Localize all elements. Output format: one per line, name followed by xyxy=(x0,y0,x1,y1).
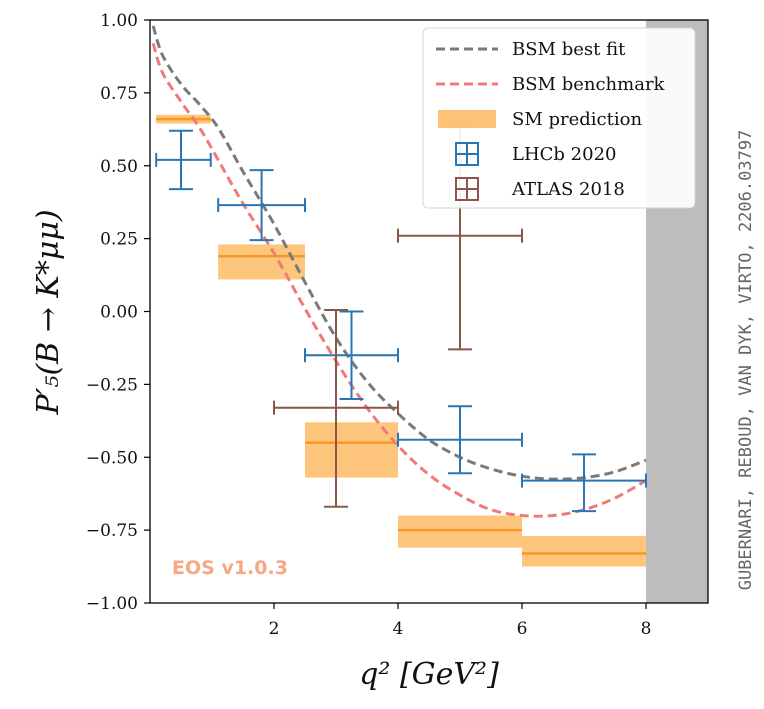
lhcb-2020-point-1 xyxy=(217,169,306,242)
legend-swatch-atlas-2018 xyxy=(455,177,479,201)
sm-band-4 xyxy=(522,535,646,567)
sm-band-2 xyxy=(305,422,398,478)
legend-entry-atlas-2018: ATLAS 2018 xyxy=(455,177,625,201)
y-tick-label-0: 1.00 xyxy=(100,11,138,31)
legend-entry-sm-prediction: SM prediction xyxy=(438,109,642,130)
y-tick-label-4: 0.00 xyxy=(100,303,138,323)
y-tick-label-5: −0.25 xyxy=(86,375,138,395)
legend-box xyxy=(422,27,696,209)
y-tick-label-3: 0.25 xyxy=(100,230,138,250)
y-tick-label-1: 0.75 xyxy=(100,84,138,104)
y-tick-label-2: 0.50 xyxy=(100,157,138,177)
x-tick-label-6: 6 xyxy=(517,619,528,639)
lhcb-2020-point-2 xyxy=(304,310,399,400)
legend: BSM best fit BSM benchmark SM prediction LH… xyxy=(422,27,696,209)
lhcb-2020-point-3 xyxy=(397,405,523,475)
lhcb-2020-point-0 xyxy=(155,129,212,191)
x-axis-title: q² [GeV²] xyxy=(359,657,499,692)
measurement-errorbars xyxy=(155,119,647,513)
legend-swatch-sm-prediction xyxy=(438,110,496,128)
y-tick-label-8: −1.00 xyxy=(86,594,138,614)
author-credit: GUBERNARI, REBOUD, VAN DYK, VIRTO, 2206.… xyxy=(736,130,756,591)
sm-band-3 xyxy=(398,515,522,548)
y-axis-ticks: 1.00 0.75 0.50 0.25 0.00 −0.25 −0.50 −0.75 −1.00 xyxy=(86,11,150,614)
bsm-best-fit-line xyxy=(151,25,647,481)
legend-entry-bsm-best-fit: BSM best fit xyxy=(436,39,626,60)
legend-entry-lhcb-2020: LHCb 2020 xyxy=(455,142,616,166)
eos-version-watermark: EOS v1.0.3 xyxy=(172,557,288,579)
legend-label-atlas-2018: ATLAS 2018 xyxy=(511,179,625,200)
legend-label-sm-prediction: SM prediction xyxy=(512,109,642,130)
legend-label-bsm-benchmark: BSM benchmark xyxy=(512,74,666,95)
x-tick-label-2: 2 xyxy=(269,619,280,639)
legend-entry-bsm-benchmark: BSM benchmark xyxy=(436,74,666,95)
y-tick-label-6: −0.50 xyxy=(86,448,138,468)
y-tick-label-7: −0.75 xyxy=(86,521,138,541)
atlas-2018-point-0 xyxy=(273,309,399,508)
legend-label-lhcb-2020: LHCb 2020 xyxy=(512,144,616,165)
lhcb-2020-point-4 xyxy=(521,453,647,513)
legend-label-bsm-best-fit: BSM best fit xyxy=(512,39,626,60)
y-axis-title: P′₅(B → K*μμ) xyxy=(31,209,66,415)
x-axis-ticks: 2 4 6 8 xyxy=(269,603,652,639)
sm-band-1 xyxy=(218,244,305,280)
legend-swatch-lhcb-2020 xyxy=(455,142,479,166)
x-tick-label-8: 8 xyxy=(641,619,652,639)
x-tick-label-4: 4 xyxy=(393,619,404,639)
